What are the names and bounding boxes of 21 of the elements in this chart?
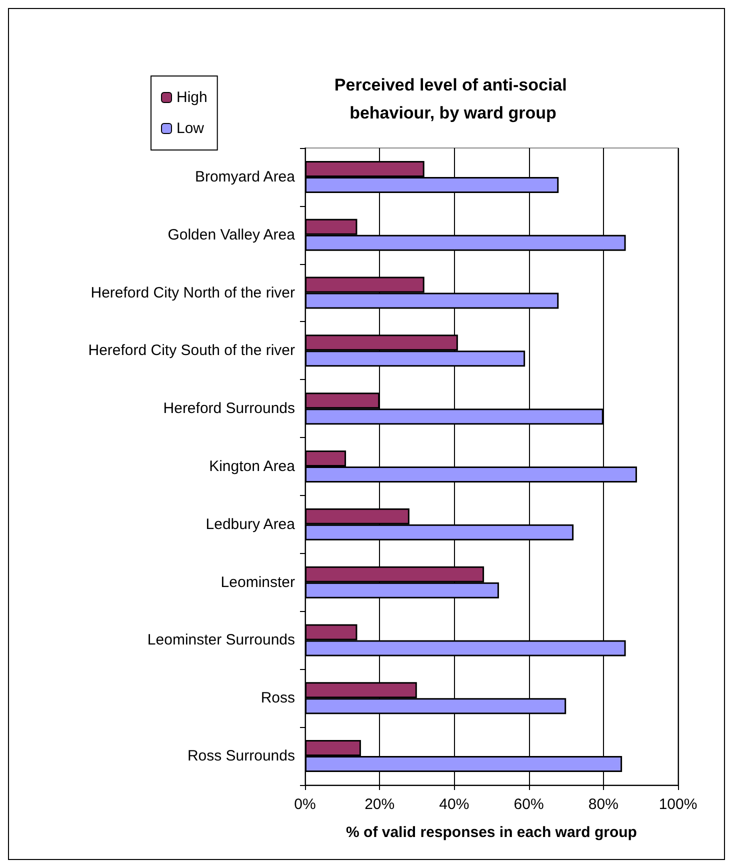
x-tick-label: 20%	[364, 796, 395, 813]
y-tick-label: Bromyard Area	[194, 168, 296, 186]
y-tick-label: Leominster Surrounds	[147, 632, 295, 649]
x-tick-label: 80%	[588, 796, 618, 813]
x-tick-label: 40%	[439, 796, 470, 813]
y-tick-label: Ledbury Area	[206, 516, 296, 533]
chart-title: Perceived level of anti-social behaviour, by ward group	[334, 76, 572, 122]
y-tick-label: Ross Surrounds	[187, 748, 295, 765]
x-tick-label: 60%	[514, 796, 544, 813]
y-tick-label: Hereford City South of the river	[88, 342, 295, 360]
y-tick-label: Kington Area	[209, 458, 296, 475]
y-tick-label: Hereford City North of the river	[90, 284, 295, 302]
y-tick-label: Golden Valley Area	[168, 226, 296, 244]
legend-label: High	[176, 89, 208, 106]
y-tick-label: Ross	[260, 690, 295, 707]
x-tick-label: 100%	[658, 796, 698, 813]
x-axis-title: % of valid responses in each ward group	[346, 824, 637, 841]
x-tick-label: 0%	[294, 796, 316, 813]
y-tick-label: Leominster	[220, 574, 296, 591]
y-tick-label: Hereford Surrounds	[163, 400, 295, 418]
legend-label: Low	[176, 120, 204, 137]
